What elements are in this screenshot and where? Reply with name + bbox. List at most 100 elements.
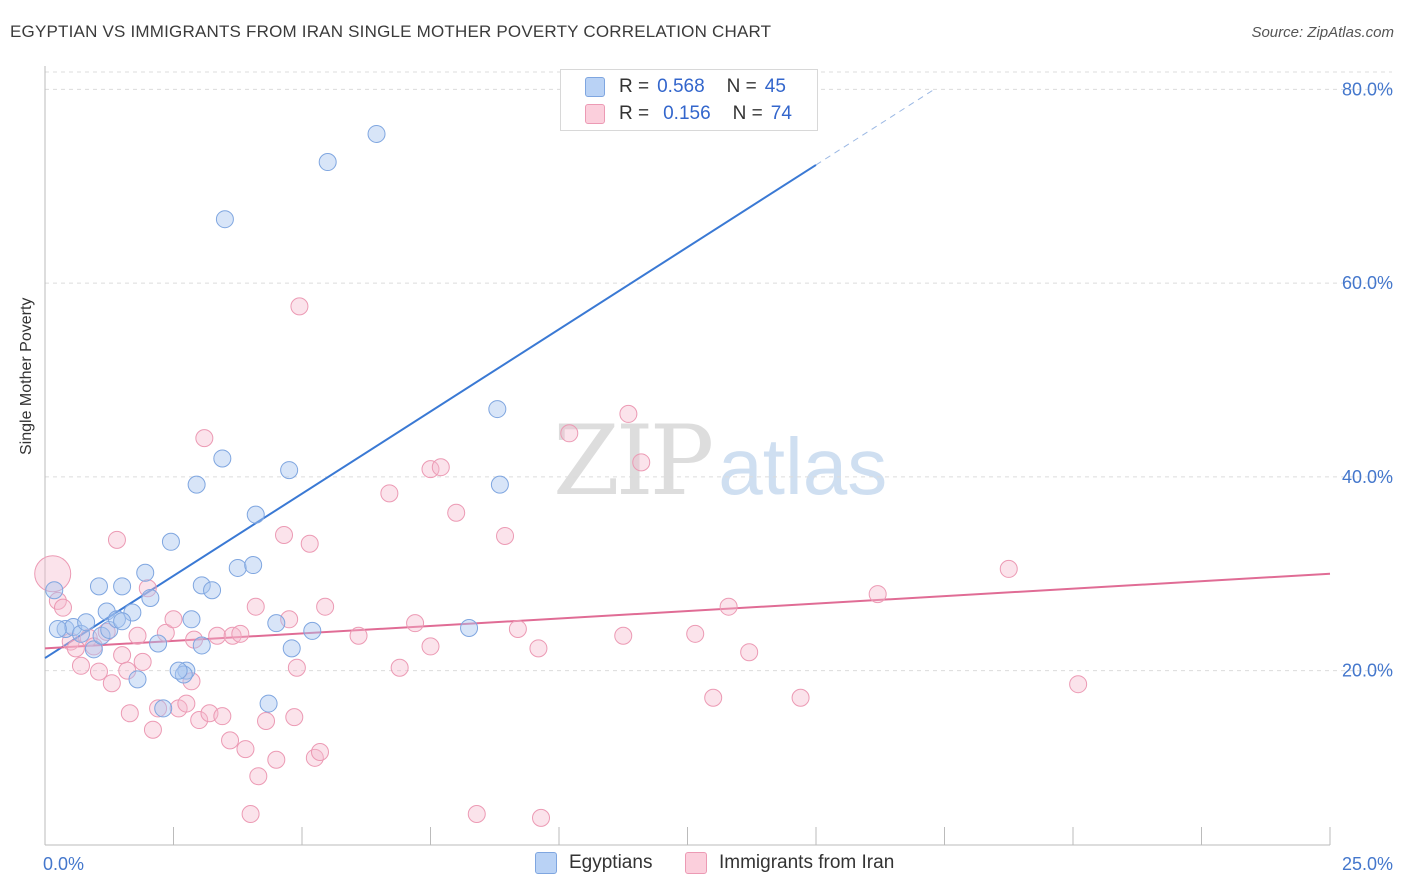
trend-lines	[44, 88, 1331, 659]
point-egyptians	[215, 210, 234, 229]
point-iran	[285, 708, 304, 727]
point-iran	[102, 674, 121, 693]
point-egyptians	[192, 636, 211, 655]
point-iran	[71, 656, 90, 675]
x-tick-label-min: 0.0%	[43, 854, 84, 874]
chart-title: EGYPTIAN VS IMMIGRANTS FROM IRAN SINGLE …	[10, 22, 772, 41]
point-iran	[614, 626, 633, 645]
point-egyptians	[460, 619, 479, 637]
stats-row-egyptians: R = 0.568 N = 45	[585, 75, 786, 99]
point-iran	[223, 626, 242, 645]
y-tick-label: 40.0%	[1342, 467, 1393, 487]
point-iran	[249, 767, 268, 786]
x-tick-label-max: 25.0%	[1342, 854, 1393, 874]
point-iran	[310, 743, 329, 761]
point-iran	[177, 694, 196, 713]
point-egyptians	[282, 639, 301, 658]
point-egyptians	[45, 581, 64, 600]
point-egyptians	[259, 694, 278, 713]
iran-swatch	[585, 104, 605, 124]
point-iran	[349, 626, 368, 645]
point-iran	[113, 646, 132, 665]
point-egyptians	[154, 699, 173, 718]
axes	[44, 66, 1331, 846]
y-tick-label: 80.0%	[1342, 79, 1393, 99]
point-iran	[529, 639, 548, 658]
point-iran	[182, 672, 201, 691]
point-iran	[421, 637, 440, 656]
point-iran	[532, 808, 551, 827]
point-iran	[305, 748, 324, 767]
point-iran	[447, 503, 466, 522]
n-label: N =	[732, 103, 763, 124]
point-iran	[89, 662, 108, 681]
n-value: 45	[764, 76, 786, 97]
point-iran	[686, 624, 705, 643]
point-iran	[246, 597, 265, 616]
stats-row-iran: R = 0.156 N = 74	[585, 102, 792, 126]
point-iran	[316, 597, 335, 616]
point-egyptians	[280, 461, 299, 480]
point-egyptians	[77, 613, 96, 632]
trend-line-egyptians-extension	[815, 88, 935, 166]
n-value: 74	[770, 103, 792, 124]
watermark-zip: ZIP	[553, 405, 714, 517]
point-iran	[406, 614, 425, 633]
point-egyptians	[213, 449, 232, 468]
point-iran	[221, 731, 240, 750]
legend-item-iran: Immigrants from Iran	[685, 852, 894, 874]
point-egyptians	[182, 610, 201, 629]
point-egyptians	[187, 475, 206, 494]
point-iran	[156, 623, 175, 642]
point-egyptians	[97, 602, 116, 621]
point-egyptians	[490, 475, 509, 494]
point-egyptians	[246, 505, 265, 524]
point-iran	[496, 526, 515, 545]
point-egyptians	[113, 577, 132, 596]
point-iran	[619, 404, 638, 423]
stats-legend: R = 0.568 N = 45 R = 0.156 N = 74	[560, 69, 818, 131]
n-label: N =	[726, 76, 757, 97]
point-iran	[390, 658, 409, 677]
r-label: R =	[619, 103, 650, 124]
egyptians-swatch	[535, 852, 557, 874]
trend-line-egyptians	[44, 164, 817, 659]
point-iran	[508, 619, 527, 638]
point-iran	[190, 711, 209, 730]
point-iran	[287, 658, 306, 677]
point-egyptians	[128, 670, 147, 689]
r-value: 0.156	[663, 103, 711, 124]
source-label: Source: ZipAtlas.com	[1251, 24, 1394, 41]
point-iran	[300, 534, 319, 553]
point-iran	[133, 652, 152, 671]
point-iran	[208, 626, 227, 645]
legend-label: Egyptians	[569, 852, 653, 873]
y-tick-label: 20.0%	[1342, 661, 1393, 681]
point-egyptians	[367, 124, 386, 143]
point-iran	[257, 712, 276, 730]
point-iran	[632, 453, 651, 472]
point-iran	[267, 750, 286, 769]
r-value: 0.568	[657, 76, 705, 97]
point-iran	[791, 688, 810, 707]
point-egyptians	[318, 153, 337, 172]
point-egyptians	[488, 400, 507, 419]
iran-swatch	[685, 852, 707, 874]
point-egyptians	[303, 621, 322, 640]
point-egyptians	[267, 614, 286, 633]
point-iran	[53, 598, 72, 617]
point-egyptians	[84, 640, 103, 659]
point-iran	[34, 555, 72, 593]
r-label: R =	[619, 76, 650, 97]
point-iran	[467, 805, 486, 823]
point-iran	[128, 626, 147, 645]
trend-line-iran	[44, 572, 1331, 650]
point-iran	[380, 484, 399, 503]
point-iran	[164, 610, 183, 629]
watermark: ZIP atlas	[553, 405, 887, 517]
point-iran	[560, 424, 579, 443]
point-egyptians	[244, 556, 263, 575]
point-iran	[1069, 675, 1088, 694]
point-egyptians	[203, 581, 222, 600]
point-egyptians	[161, 532, 180, 551]
